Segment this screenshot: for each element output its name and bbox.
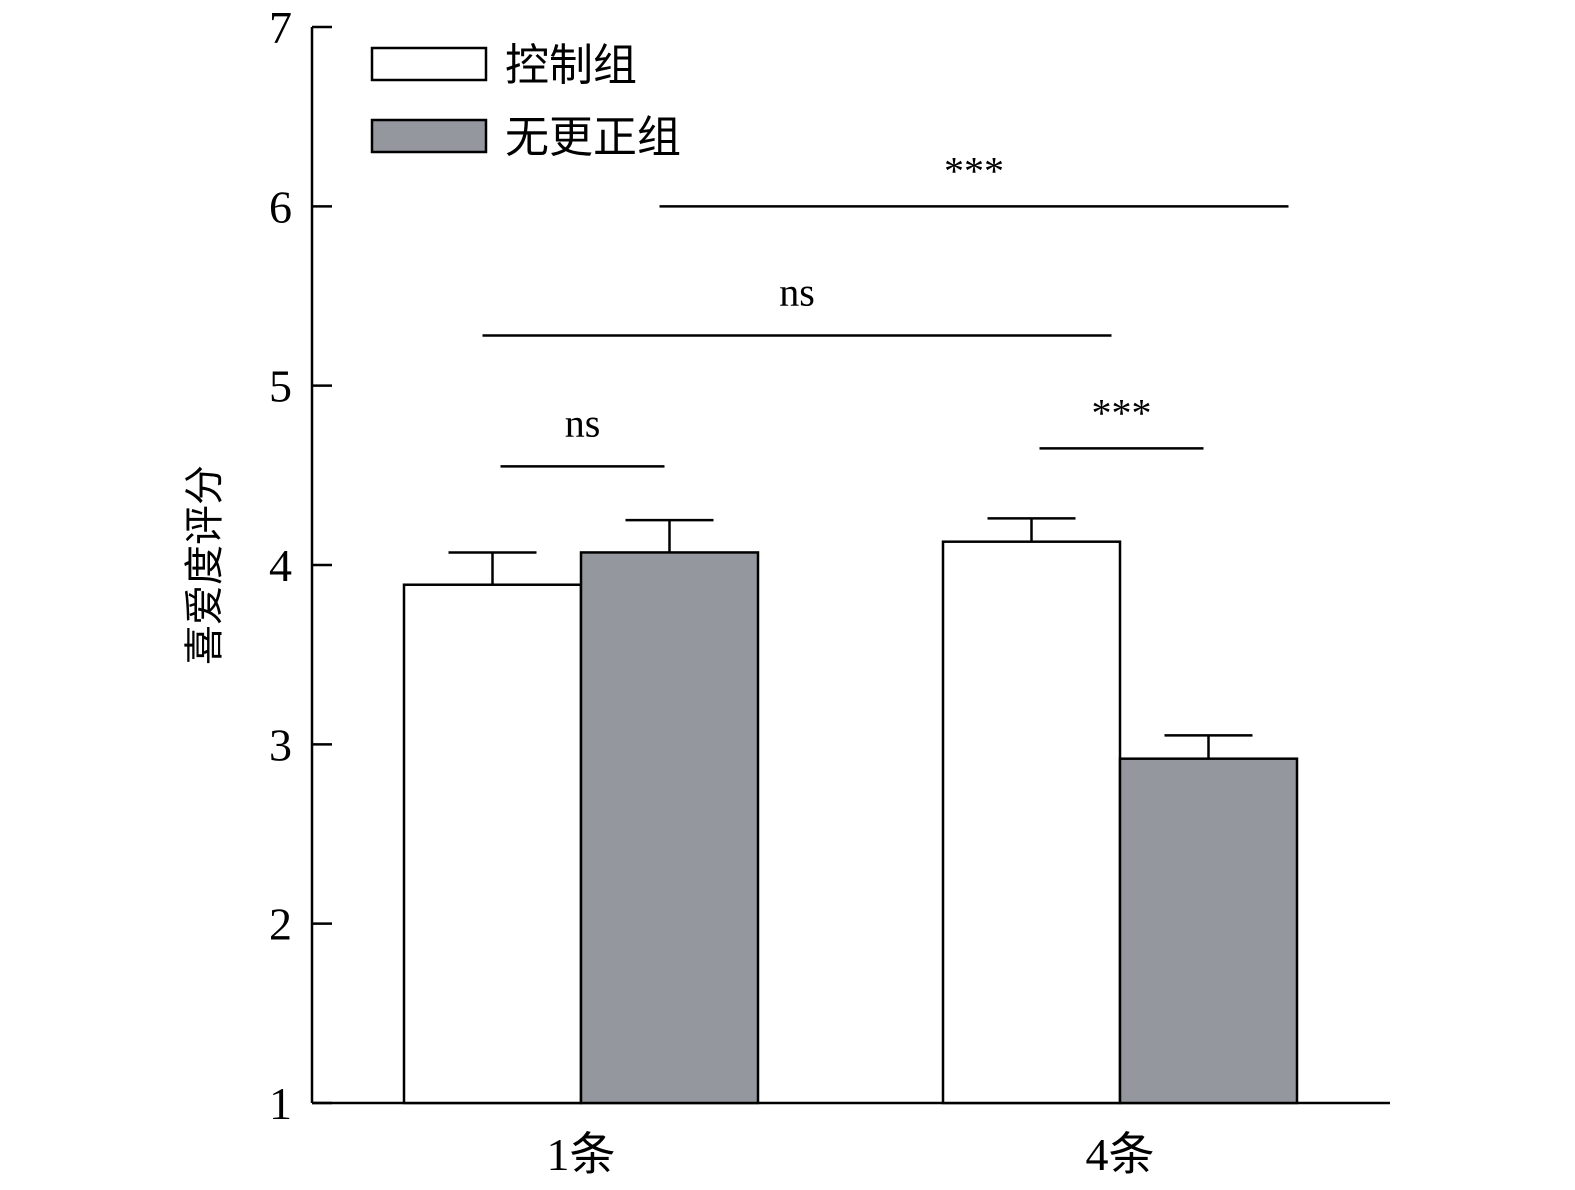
significance-label: *** bbox=[944, 148, 1004, 193]
bar bbox=[402, 583, 583, 1105]
significance-label: *** bbox=[1092, 390, 1152, 435]
y-axis-label: 喜爱度评分 bbox=[182, 465, 228, 665]
y-tick-label: 2 bbox=[269, 899, 292, 950]
x-tick-label: 4条 bbox=[1086, 1129, 1155, 1180]
legend-swatch bbox=[370, 46, 488, 82]
y-tick-label: 5 bbox=[269, 361, 292, 412]
y-tick-label: 1 bbox=[269, 1078, 292, 1129]
y-tick-label: 3 bbox=[269, 719, 292, 770]
y-tick-label: 6 bbox=[269, 181, 292, 232]
bars bbox=[402, 540, 1299, 1105]
y-tick-label: 4 bbox=[269, 540, 292, 591]
error-bars bbox=[448, 517, 1253, 759]
significance-annotations: ns *** ns *** bbox=[482, 148, 1289, 468]
bar bbox=[1118, 757, 1299, 1105]
bar bbox=[579, 551, 760, 1105]
significance-label: ns bbox=[779, 269, 815, 314]
legend-label: 控制组 bbox=[505, 40, 637, 91]
significance-label: ns bbox=[565, 400, 601, 445]
bar bbox=[941, 540, 1122, 1105]
legend-label: 无更正组 bbox=[505, 112, 681, 163]
x-tick-label: 1条 bbox=[547, 1129, 616, 1180]
y-tick-label: 7 bbox=[269, 2, 292, 53]
legend-swatch bbox=[370, 118, 488, 154]
